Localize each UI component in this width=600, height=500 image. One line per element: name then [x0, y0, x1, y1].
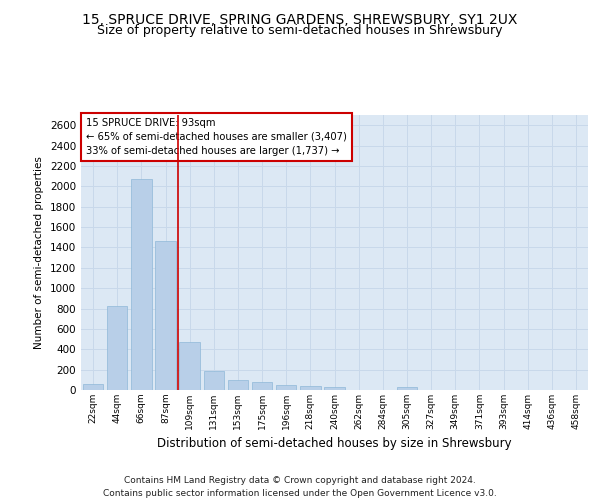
Bar: [179, 342, 200, 390]
Bar: [227, 380, 248, 390]
Text: 15, SPRUCE DRIVE, SPRING GARDENS, SHREWSBURY, SY1 2UX: 15, SPRUCE DRIVE, SPRING GARDENS, SHREWS…: [82, 12, 518, 26]
Bar: [252, 382, 272, 390]
Bar: [107, 306, 127, 390]
Bar: [155, 242, 176, 390]
Text: 15 SPRUCE DRIVE: 93sqm
← 65% of semi-detached houses are smaller (3,407)
33% of : 15 SPRUCE DRIVE: 93sqm ← 65% of semi-det…: [86, 118, 347, 156]
Bar: [300, 386, 320, 390]
Bar: [83, 384, 103, 390]
Y-axis label: Number of semi-detached properties: Number of semi-detached properties: [34, 156, 44, 349]
Text: Contains HM Land Registry data © Crown copyright and database right 2024.
Contai: Contains HM Land Registry data © Crown c…: [103, 476, 497, 498]
Bar: [203, 370, 224, 390]
Text: Size of property relative to semi-detached houses in Shrewsbury: Size of property relative to semi-detach…: [97, 24, 503, 37]
Bar: [276, 385, 296, 390]
Bar: [397, 388, 417, 390]
X-axis label: Distribution of semi-detached houses by size in Shrewsbury: Distribution of semi-detached houses by …: [157, 438, 512, 450]
Bar: [131, 179, 152, 390]
Bar: [324, 387, 345, 390]
